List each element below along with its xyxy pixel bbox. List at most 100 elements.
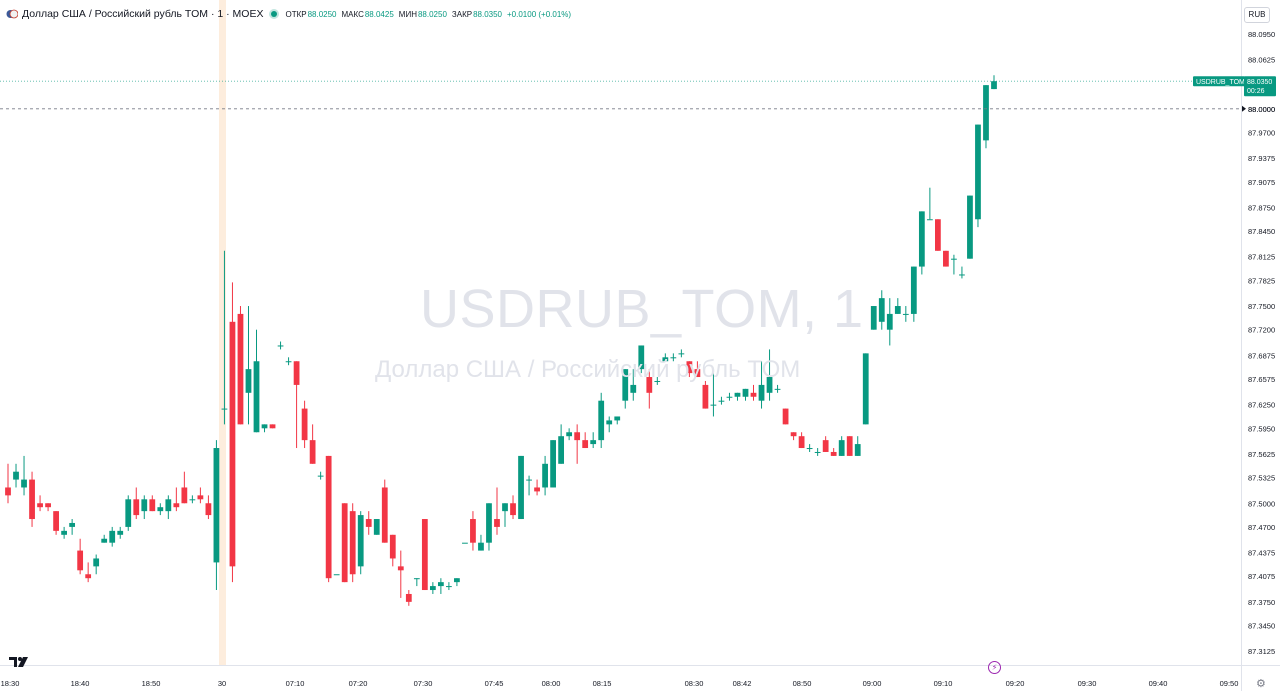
price-tag-bg [1244,76,1276,97]
candle-body [975,124,981,220]
price-tick-label: 87.7825 [1248,276,1275,285]
candle-body [606,420,613,425]
candle-body [421,519,428,591]
candle-body [542,463,548,488]
candle-body [117,530,124,535]
candle-body [446,586,452,588]
gear-icon[interactable]: ⚙ [1256,678,1266,690]
candle-body [349,511,356,575]
candle-body [470,519,476,543]
candle-body [454,578,460,583]
candle-body [862,353,869,425]
candle-body [654,380,661,382]
candle-body [782,408,789,425]
candle-body [830,451,837,456]
candle-body [333,574,340,576]
candle-body [5,487,11,496]
candle-body [413,578,420,580]
candle-body [389,534,396,559]
candle-body [141,499,148,512]
candle-body [21,479,27,488]
price-tick-label: 87.6875 [1248,351,1275,360]
price-tick-label: 87.9700 [1248,128,1275,137]
candle-body [750,392,757,397]
price-tick-label: 87.7500 [1248,302,1275,311]
high-value: 88.0425 [364,9,394,19]
candle-body [93,558,100,567]
candle-body [766,377,773,393]
time-tick-label: 18:40 [71,679,90,688]
lightning-icon[interactable]: ⚡ [988,661,1001,674]
candle-body [253,361,260,433]
candle-body [910,266,917,314]
candle-body [309,440,316,464]
candle-body [734,392,741,397]
price-tick-label: 87.5950 [1248,424,1275,433]
candle-body [774,388,781,390]
candle-body [37,503,43,508]
candle-body [165,499,172,512]
candle-body [405,593,412,602]
candle-body [269,424,276,429]
time-tick-label: 07:30 [414,679,433,688]
close-label: ЗАКР [451,9,473,19]
candle-body [77,550,84,571]
candle-body [125,499,132,527]
open-label: ОТКР [285,9,307,19]
close-value: 88.0350 [473,9,502,19]
candle-body [29,479,35,520]
candle-body [189,499,196,501]
price-tick-label: 87.5325 [1248,474,1275,483]
low-value: 88.0250 [417,9,447,19]
tradingview-logo-icon[interactable] [9,656,29,668]
time-tick-label: 08:30 [685,679,704,688]
candle-body [13,471,19,480]
candle-body [429,586,436,591]
candle-body [710,404,717,406]
candle-body [574,432,581,441]
price-tag-countdown: 00:26 [1247,88,1265,95]
candle-body [221,408,228,410]
candle-body [237,313,244,425]
candle-body [662,357,669,362]
candle-body [886,313,893,330]
time-tick-label: 08:50 [793,679,812,688]
time-tick-label: 08:42 [733,679,752,688]
candle-body [510,503,516,516]
price-tick-label: 87.4075 [1248,572,1275,581]
crosshair-marker-icon [1242,105,1246,112]
market-open-dot-icon [271,11,278,17]
candle-body [870,306,877,330]
candle-body [854,444,861,456]
candle-body [935,219,941,251]
candle-body [670,357,677,359]
candle-body [133,499,140,516]
symbol-title[interactable]: Доллар США / Российский рубль TOM · 1 · … [22,8,264,20]
candle-body [638,345,645,370]
time-tick-label: 09:00 [863,679,882,688]
candle-body [646,377,653,393]
candle-body [149,499,156,512]
price-tick-label: 87.6250 [1248,401,1275,410]
session-break-highlight [219,0,226,665]
candle-body [45,503,51,508]
candle-body [926,219,933,221]
currency-button[interactable]: RUB [1244,7,1270,23]
candle-body [285,361,292,363]
price-tick-label: 87.5625 [1248,450,1275,459]
price-tick-label: 87.4375 [1248,549,1275,558]
candle-body [951,258,957,260]
symbol-tag-label: USDRUB_TOM [1196,79,1245,86]
candle-body [301,408,308,441]
candle-body [838,440,845,456]
candle-body [614,416,621,421]
candle-body [462,542,468,544]
candle-body [790,432,797,437]
price-tick-label: 87.8125 [1248,253,1275,262]
time-tick-label: 30 [218,679,226,688]
candle-body [61,530,67,535]
time-tick-label: 09:40 [1149,679,1168,688]
price-tick-label: 88.0000 [1248,105,1275,114]
time-tick-label: 09:20 [1006,679,1025,688]
